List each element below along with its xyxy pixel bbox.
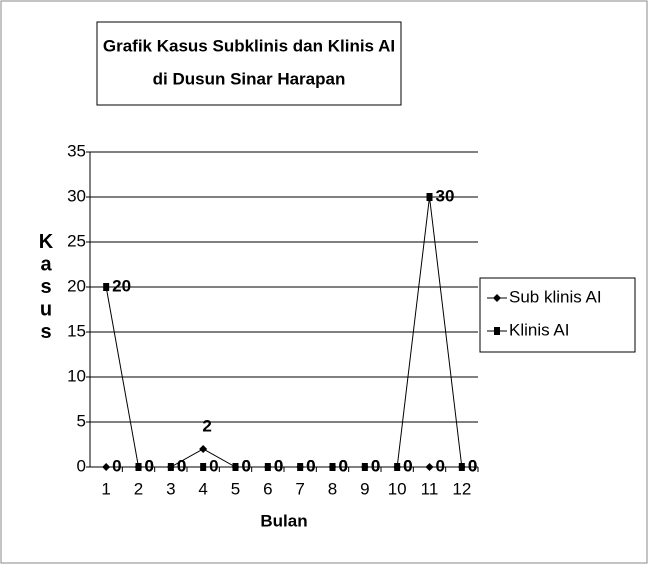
- data-label: 0: [274, 456, 283, 475]
- data-label: 0: [403, 456, 412, 475]
- data-label: 0: [339, 456, 348, 475]
- series-line: [105, 196, 463, 468]
- x-tick-label: 5: [231, 479, 240, 498]
- data-label: 0: [468, 456, 477, 475]
- data-label: 0: [306, 456, 315, 475]
- x-tick-label: 3: [166, 479, 175, 498]
- marker: [264, 463, 271, 471]
- legend-label: Sub klinis AI: [509, 287, 602, 306]
- x-tick-label: 1: [101, 479, 110, 498]
- legend-box: [479, 277, 636, 353]
- data-label: 0: [209, 456, 218, 475]
- marker: [103, 283, 110, 291]
- data-label: 0: [242, 456, 251, 475]
- y-tick-label: 15: [67, 321, 86, 340]
- marker: [167, 463, 174, 471]
- marker: [361, 463, 368, 471]
- y-tick-label: 0: [77, 456, 86, 475]
- x-tick-label: 8: [328, 479, 337, 498]
- data-label: 0: [468, 456, 477, 475]
- data-label: 0: [145, 456, 154, 475]
- marker: [102, 463, 111, 471]
- data-label: 0: [306, 456, 315, 475]
- y-tick-label: 35: [67, 141, 86, 160]
- marker: [135, 463, 142, 471]
- x-tick-label: 10: [388, 479, 407, 498]
- marker: [200, 463, 207, 471]
- marker: [297, 463, 304, 471]
- data-label: 0: [339, 456, 348, 475]
- data-label: 0: [403, 456, 412, 475]
- x-tick-label: 7: [295, 479, 304, 498]
- y-tick-label: 20: [67, 276, 86, 295]
- marker: [425, 463, 434, 471]
- data-label: 0: [371, 456, 380, 475]
- marker: [232, 463, 239, 471]
- y-tick-label: 10: [67, 366, 86, 385]
- marker: [394, 463, 401, 471]
- marker: [494, 327, 500, 335]
- data-label: 0: [242, 456, 251, 475]
- legend-label: Klinis AI: [509, 320, 569, 339]
- marker: [493, 294, 501, 302]
- data-label: 0: [145, 456, 154, 475]
- data-label: 20: [112, 276, 131, 295]
- marker: [458, 463, 465, 471]
- data-label: 30: [436, 186, 455, 205]
- title-box: [96, 21, 402, 106]
- data-label: 0: [177, 456, 186, 475]
- marker: [199, 445, 208, 453]
- data-label: 0: [177, 456, 186, 475]
- marker: [329, 463, 336, 471]
- x-axis-label: Bulan: [260, 511, 307, 530]
- data-label: 0: [371, 456, 380, 475]
- data-label: 2: [202, 416, 211, 435]
- x-tick-label: 2: [134, 479, 143, 498]
- data-label: 0: [112, 456, 121, 475]
- x-tick-label: 4: [198, 479, 207, 498]
- x-tick-label: 6: [263, 479, 272, 498]
- data-label: 0: [436, 456, 445, 475]
- y-tick-label: 25: [67, 231, 86, 250]
- chart-title: Grafik Kasus Subklinis dan Klinis AI: [103, 36, 395, 55]
- x-tick-label: 12: [452, 479, 471, 498]
- y-tick-label: 30: [67, 186, 86, 205]
- data-label: 0: [274, 456, 283, 475]
- y-tick-label: 5: [77, 411, 86, 430]
- x-tick-label: 11: [421, 479, 439, 498]
- x-tick-label: 9: [360, 479, 369, 498]
- chart-title: di Dusun Sinar Harapan: [153, 69, 346, 88]
- marker: [426, 193, 433, 201]
